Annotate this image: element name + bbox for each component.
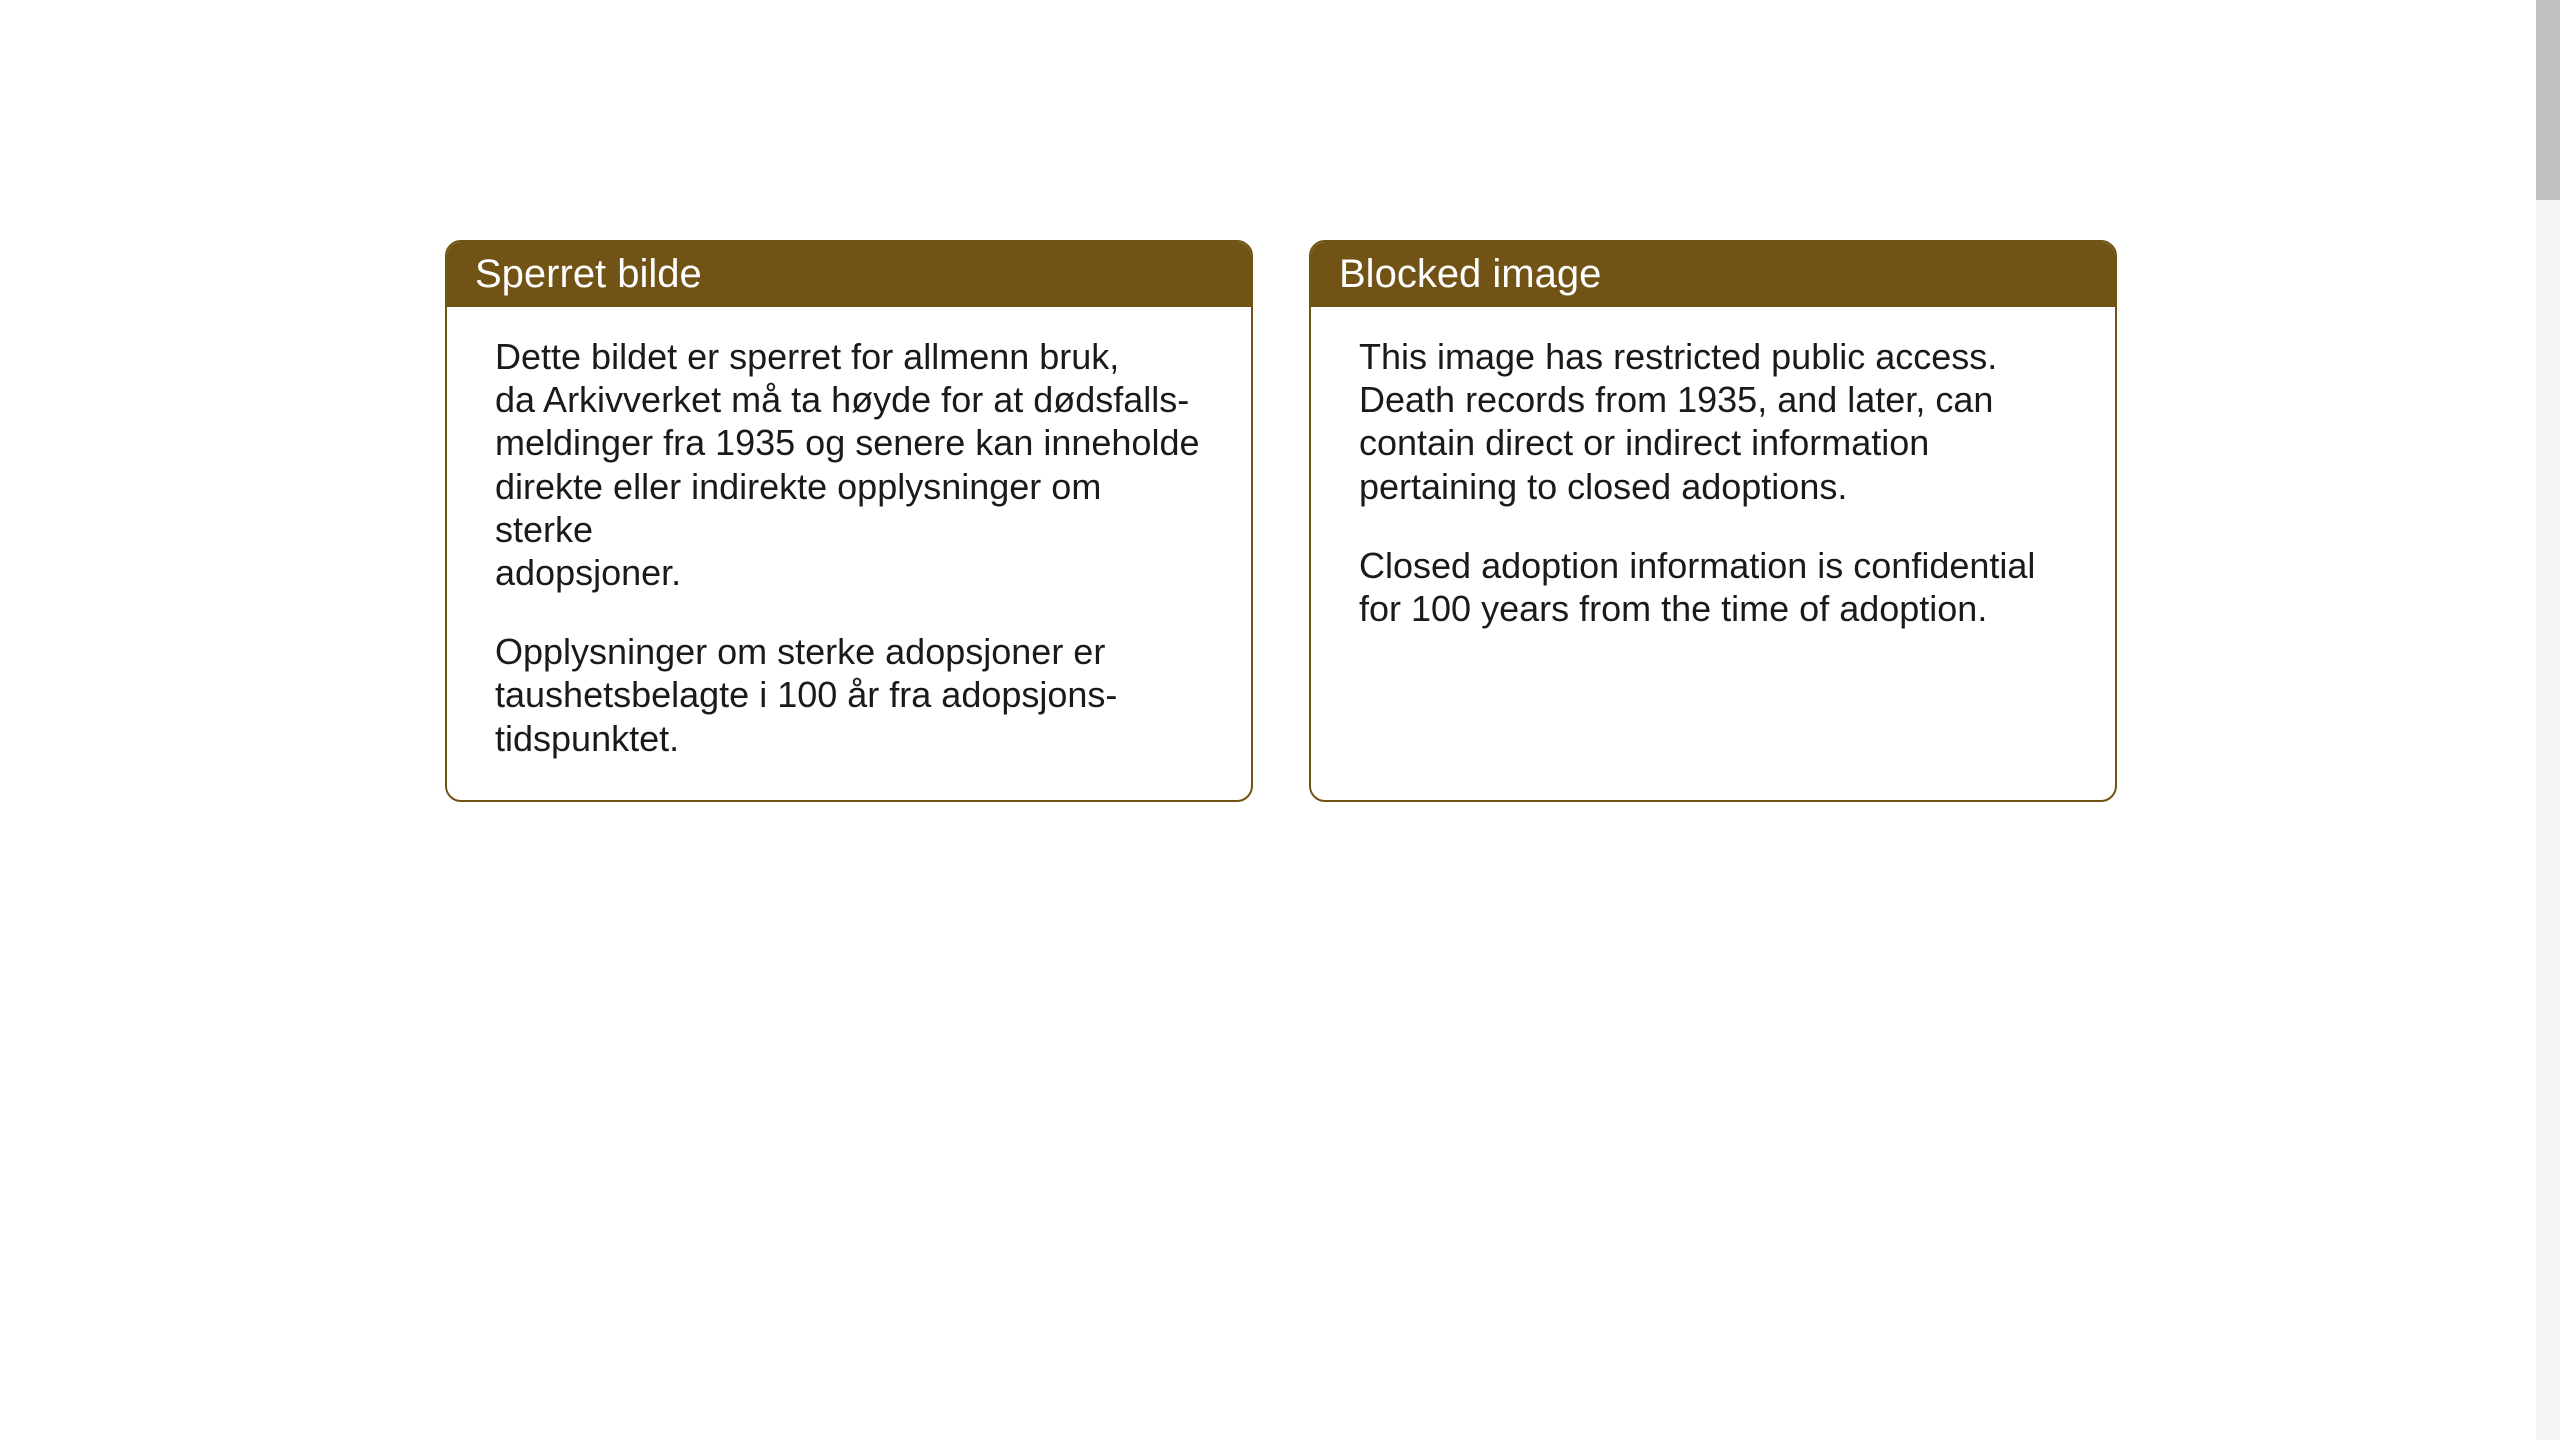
panel-header-english: Blocked image — [1311, 242, 2115, 307]
panel-paragraph-2-norwegian: Opplysninger om sterke adopsjoner er tau… — [495, 630, 1203, 760]
panels-container: Sperret bilde Dette bildet er sperret fo… — [445, 240, 2117, 802]
panel-paragraph-1-norwegian: Dette bildet er sperret for allmenn bruk… — [495, 335, 1203, 594]
panel-title-english: Blocked image — [1339, 252, 1601, 296]
panel-norwegian: Sperret bilde Dette bildet er sperret fo… — [445, 240, 1253, 802]
panel-english: Blocked image This image has restricted … — [1309, 240, 2117, 802]
panel-paragraph-1-english: This image has restricted public access.… — [1359, 335, 2067, 508]
scrollbar-track[interactable] — [2536, 0, 2560, 1440]
panel-body-norwegian: Dette bildet er sperret for allmenn bruk… — [447, 307, 1251, 800]
scrollbar-thumb[interactable] — [2536, 0, 2560, 200]
panel-body-english: This image has restricted public access.… — [1311, 307, 2115, 747]
panel-paragraph-2-english: Closed adoption information is confident… — [1359, 544, 2067, 630]
panel-header-norwegian: Sperret bilde — [447, 242, 1251, 307]
panel-title-norwegian: Sperret bilde — [475, 252, 702, 296]
